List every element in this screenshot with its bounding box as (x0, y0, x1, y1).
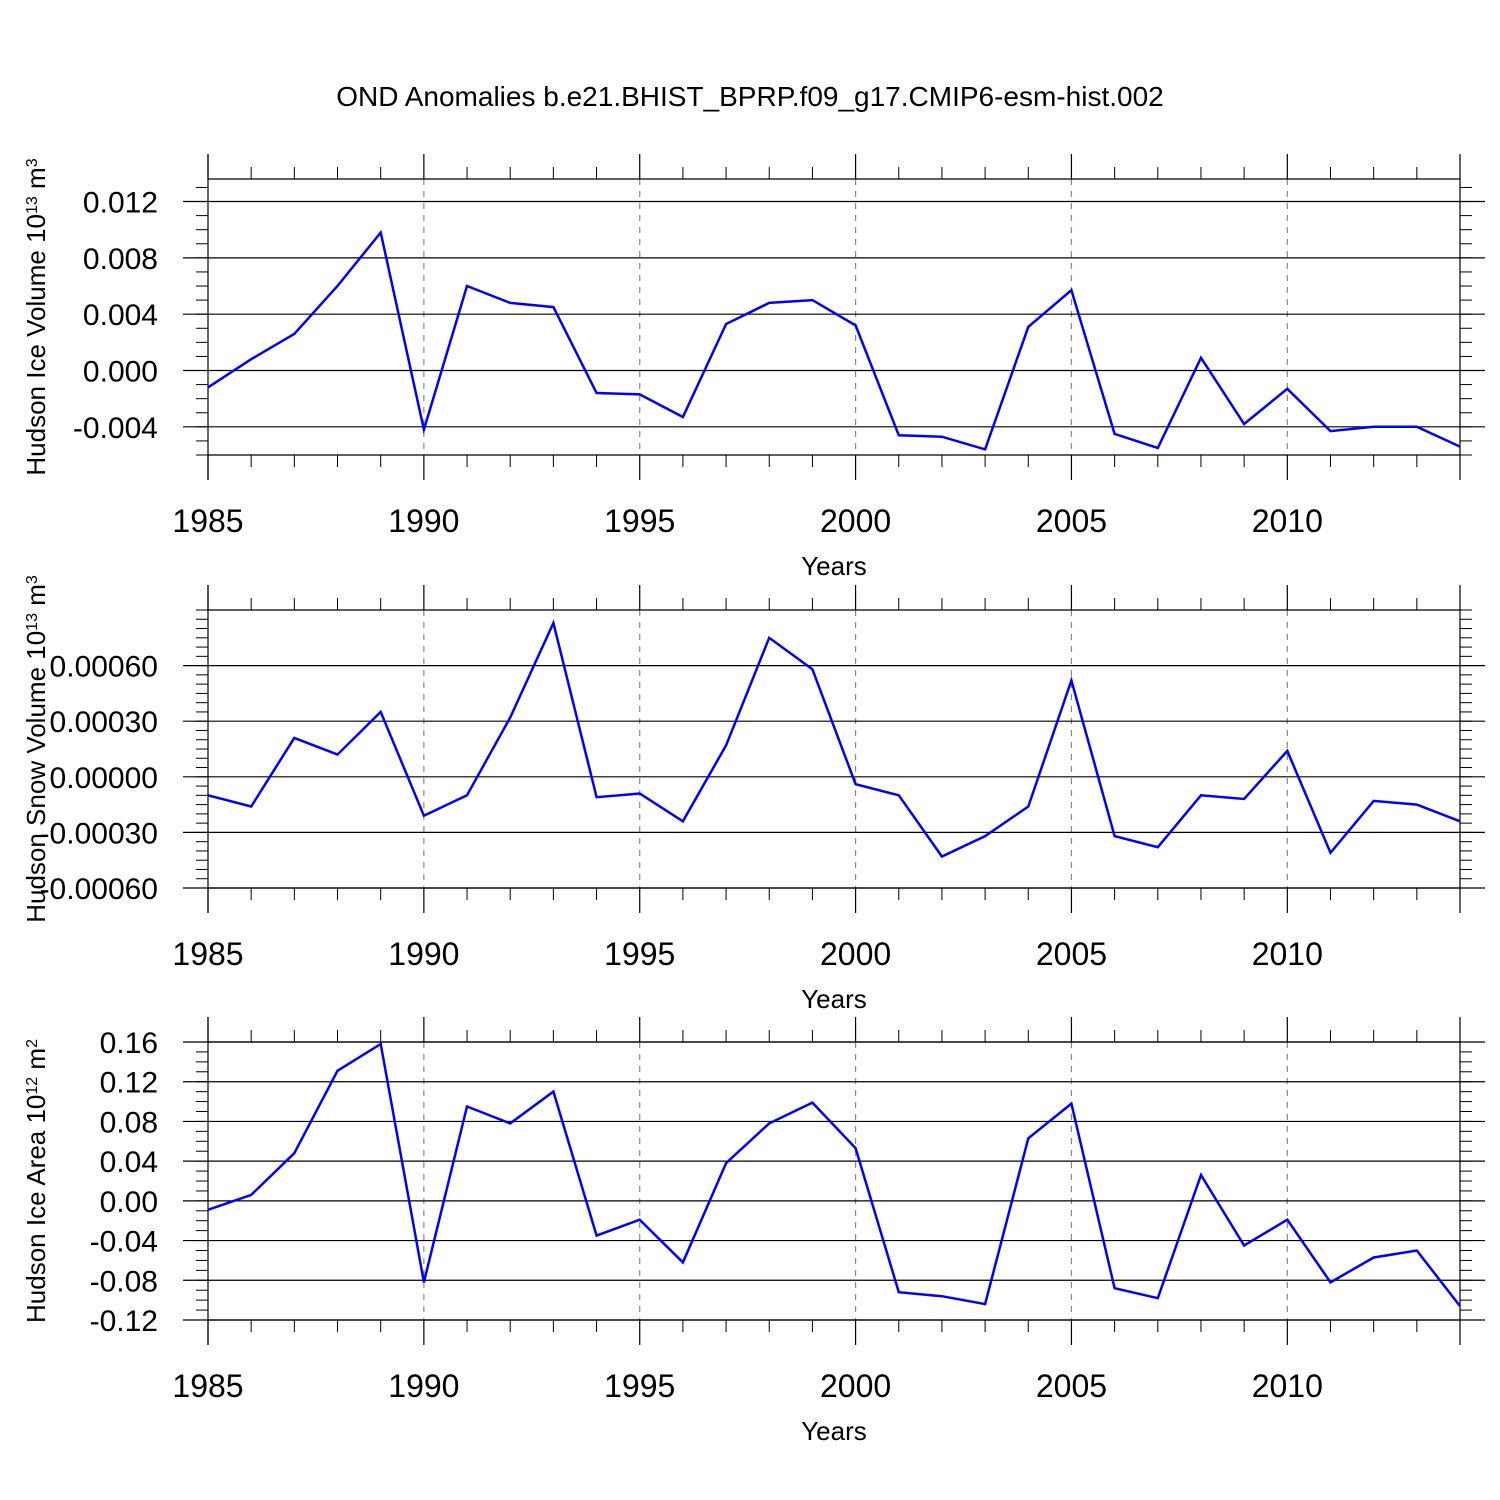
x-tick-label: 1995 (604, 1368, 675, 1404)
x-tick-label: 2010 (1252, 503, 1323, 539)
x-tick-label: 1985 (172, 936, 243, 972)
y-tick-label: -0.08 (90, 1265, 158, 1298)
x-tick-label: 1995 (604, 936, 675, 972)
x-tick-label: 2000 (820, 936, 891, 972)
x-tick-label: 2000 (820, 1368, 891, 1404)
x-tick-label: 2005 (1036, 1368, 1107, 1404)
y-tick-label: 0.00030 (50, 706, 158, 739)
x-tick-label: 2005 (1036, 503, 1107, 539)
series-line (207, 619, 1461, 859)
x-tick-label: 1990 (388, 503, 459, 539)
x-tick-label: 1985 (172, 503, 243, 539)
x-tick-label: 1985 (172, 1368, 243, 1404)
y-tick-label: -0.12 (90, 1305, 158, 1338)
x-tick-label: 1990 (388, 1368, 459, 1404)
x-axis-label: Years (801, 1416, 867, 1446)
y-tick-label: 0.008 (83, 243, 158, 276)
y-axis-label: Hudson Ice Volume 1013 m3 (21, 158, 51, 475)
x-tick-label: 2010 (1252, 1368, 1323, 1404)
x-tick-label: 2010 (1252, 936, 1323, 972)
y-tick-label: 0.04 (100, 1146, 158, 1179)
y-tick-label: 0.004 (83, 299, 158, 332)
y-tick-label: 0.16 (100, 1027, 158, 1060)
series-line (207, 229, 1461, 451)
chart-panel-1: -0.004 0.000 0.004 0.008 0.012 1985 1990 1995 20… (21, 154, 1485, 581)
y-tick-label: -0.00030 (40, 817, 158, 850)
y-axis-label: Hudson Ice Area 1012 m2 (21, 1039, 51, 1323)
chart-panel-3: -0.12 -0.08 -0.04 0.00 0.04 0.08 0.12 0.16 1985 1… (21, 1017, 1485, 1446)
chart-panel-2: -0.00060 -0.00030 0.00000 0.00030 0.00060 198… (21, 575, 1485, 1014)
y-tick-label: -0.00060 (40, 873, 158, 906)
y-tick-label: -0.004 (73, 412, 158, 445)
y-axis-label: Hudson Snow Volume 1013 m3 (21, 575, 51, 923)
x-tick-label: 2005 (1036, 936, 1107, 972)
x-tick-label: 1990 (388, 936, 459, 972)
y-tick-label: 0.00 (100, 1186, 158, 1219)
x-axis-label: Years (801, 551, 867, 581)
y-tick-label: 0.12 (100, 1067, 158, 1100)
series-line (207, 1041, 1461, 1307)
y-tick-label: 0.012 (83, 187, 158, 220)
y-tick-label: 0.000 (83, 356, 158, 389)
x-axis-label: Years (801, 984, 867, 1014)
x-tick-label: 2000 (820, 503, 891, 539)
figure-title: OND Anomalies b.e21.BHIST_BPRP.f09_g17.C… (336, 81, 1163, 112)
y-tick-label: 0.08 (100, 1106, 158, 1139)
y-tick-label: 0.00060 (50, 651, 158, 684)
y-tick-label: 0.00000 (50, 762, 158, 795)
x-tick-label: 1995 (604, 503, 675, 539)
y-tick-label: -0.04 (90, 1226, 158, 1259)
